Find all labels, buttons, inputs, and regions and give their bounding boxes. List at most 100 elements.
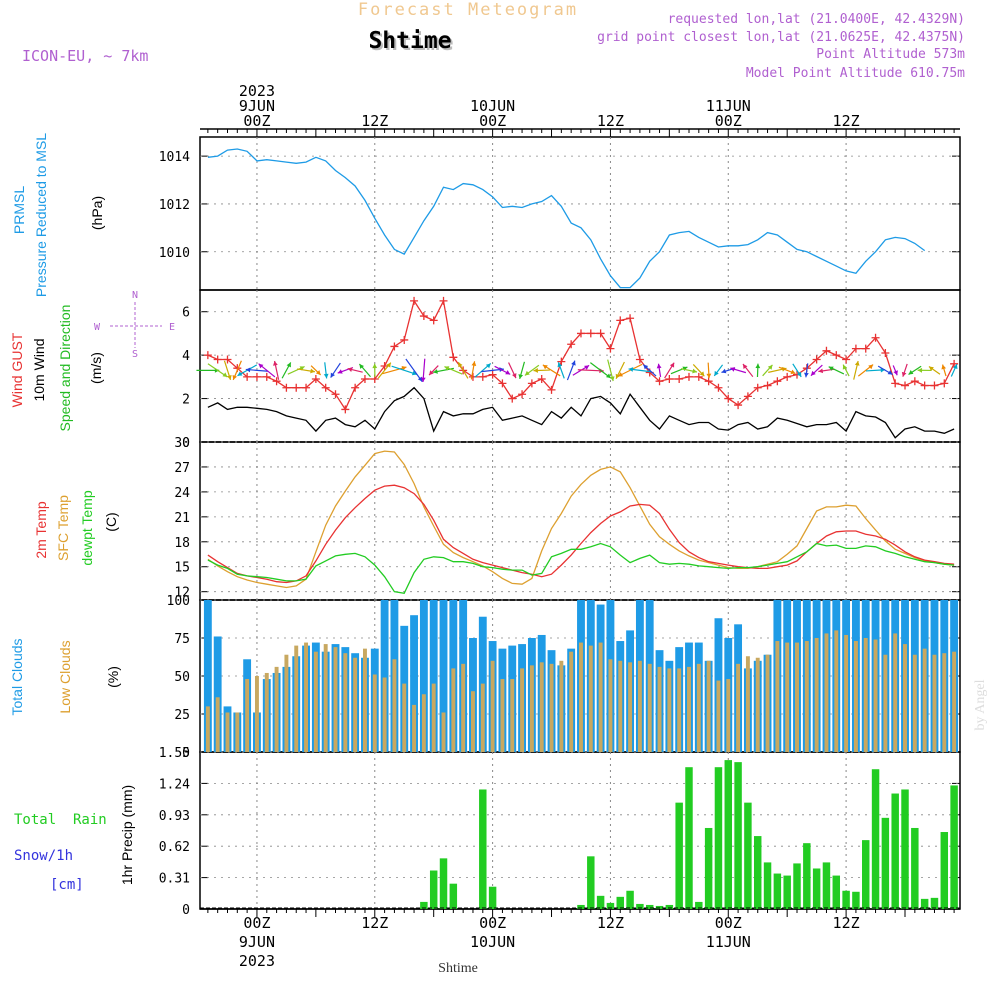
pressure-tick-label: 1012 bbox=[159, 198, 190, 213]
gust-point bbox=[822, 346, 831, 355]
wind-dir-arrowhead bbox=[605, 373, 611, 379]
low-cloud-bar bbox=[745, 656, 750, 752]
low-cloud-bar bbox=[412, 704, 417, 752]
wind-dir-arrowhead bbox=[714, 370, 719, 376]
low-cloud-bar bbox=[677, 668, 682, 752]
wind-dir-arrowhead bbox=[310, 368, 315, 374]
low-cloud-bar bbox=[706, 660, 711, 752]
rain-bar bbox=[940, 832, 949, 909]
gust-point bbox=[203, 351, 212, 360]
wind-dir-arrowhead bbox=[258, 363, 264, 369]
low-cloud-bar bbox=[529, 665, 534, 752]
low-cloud-bar bbox=[372, 674, 377, 752]
precip-tick-label: 0.31 bbox=[159, 872, 190, 887]
wind-dir-arrowhead bbox=[618, 372, 624, 377]
total-cloud-bar bbox=[410, 615, 418, 752]
low-cloud-bar bbox=[284, 654, 289, 752]
compass-e: E bbox=[169, 322, 175, 333]
wind-dir-arrowhead bbox=[842, 364, 848, 370]
rain-label: Total Rain bbox=[14, 812, 107, 828]
rain-bar bbox=[901, 789, 909, 909]
wind-tick-label: 0 bbox=[182, 436, 190, 451]
wind-dir-arrowhead bbox=[917, 367, 923, 373]
rain-bar bbox=[665, 904, 674, 909]
precip-tick-label: 0.93 bbox=[159, 809, 190, 824]
dewpt-line bbox=[207, 542, 955, 595]
rain-bar bbox=[862, 840, 870, 909]
rain-bar bbox=[577, 904, 585, 909]
gust-point bbox=[655, 377, 664, 386]
rain-bar bbox=[803, 843, 811, 909]
temp-tick-label: 30 bbox=[174, 436, 190, 451]
top-time-label: 00Z bbox=[243, 112, 270, 130]
temp-tick-label: 24 bbox=[174, 486, 190, 501]
clouds-tick-label: 25 bbox=[174, 708, 190, 723]
gust-point bbox=[861, 344, 870, 353]
low-cloud-bar bbox=[912, 654, 917, 752]
wind-dir-arrowhead bbox=[893, 370, 898, 376]
precip-tick-label: 0.62 bbox=[159, 840, 190, 855]
gust-point bbox=[940, 379, 949, 388]
precip-unit-label: 1hr Precip (mm) bbox=[119, 785, 135, 885]
rain-bar bbox=[881, 817, 890, 909]
gust-point bbox=[567, 340, 576, 349]
sfc-label: SFC Temp bbox=[55, 495, 71, 561]
wind-dir-arrowhead bbox=[643, 364, 649, 370]
bottom-time-label: 9JUN bbox=[239, 933, 275, 951]
low-cloud-bar bbox=[647, 663, 652, 752]
wind-dir-arrowhead bbox=[742, 364, 748, 369]
pressure-tick-label: 1010 bbox=[159, 246, 190, 261]
wind-dir-arrowhead bbox=[533, 368, 538, 373]
wind-dir-arrowhead bbox=[471, 361, 477, 366]
gust-point bbox=[714, 383, 723, 392]
wind-dir-arrowhead bbox=[887, 370, 893, 375]
gust-point bbox=[360, 375, 369, 384]
low-cloud-bar bbox=[205, 706, 210, 752]
gust-point bbox=[223, 355, 232, 364]
gust-point bbox=[262, 372, 271, 381]
requested-coords: requested lon,lat (21.0400E, 42.4329N) bbox=[668, 12, 965, 27]
gust-point bbox=[508, 394, 517, 403]
wind-dir-arrowhead bbox=[232, 374, 238, 380]
wind-dir-arrowhead bbox=[458, 362, 463, 368]
gust-point bbox=[449, 353, 458, 362]
wind-dir-arrowhead bbox=[429, 370, 434, 376]
gust-point bbox=[311, 375, 320, 384]
rain-bar bbox=[911, 827, 919, 909]
low-cloud-bar bbox=[618, 660, 623, 752]
prmsl-unit-label: (hPa) bbox=[89, 196, 105, 230]
bottom-time-label: 2023 bbox=[239, 952, 275, 970]
total-cloud-bar bbox=[439, 600, 448, 752]
wind-dir-arrowhead bbox=[804, 372, 809, 378]
precip-tick-label: 0 bbox=[182, 903, 190, 918]
low-cloud-bar bbox=[873, 639, 878, 752]
rain-bar bbox=[439, 858, 448, 909]
wind-dir-arrowhead bbox=[706, 373, 712, 379]
rain-bar bbox=[891, 793, 899, 909]
low-cloud-bar bbox=[510, 679, 515, 752]
rain-bar bbox=[616, 896, 624, 909]
footer-location: Shtime bbox=[438, 961, 478, 976]
gust-point bbox=[920, 381, 929, 390]
wind-dir-arrowhead bbox=[372, 363, 378, 369]
precip-tick-label: 1.55 bbox=[159, 746, 190, 761]
precip-tick-label: 1.24 bbox=[159, 777, 190, 792]
wind-dir-arrowhead bbox=[511, 373, 517, 379]
wind-dir-arrowhead bbox=[386, 362, 391, 368]
wind-dir-arrowhead bbox=[542, 364, 548, 370]
bottom-time-label: 11JUN bbox=[706, 933, 751, 951]
cloud-labels: Total Clouds Low Clouds (%) bbox=[9, 638, 121, 715]
gust-point bbox=[429, 316, 438, 325]
rain-bar bbox=[420, 901, 428, 909]
gust-point bbox=[400, 335, 409, 344]
rain-bar bbox=[852, 891, 860, 909]
gust-point bbox=[743, 392, 752, 401]
wind-dir-arrowhead bbox=[273, 360, 278, 366]
wind-tick-label: 6 bbox=[182, 306, 190, 321]
wind-dir-arrowhead bbox=[323, 373, 329, 379]
dew-label: dewpt Temp bbox=[79, 490, 95, 565]
low-cloud-bar bbox=[559, 660, 564, 752]
wind-dir-arrowhead bbox=[433, 369, 438, 374]
wind-dir-arrowhead bbox=[953, 364, 958, 370]
rain-bar bbox=[636, 903, 644, 909]
